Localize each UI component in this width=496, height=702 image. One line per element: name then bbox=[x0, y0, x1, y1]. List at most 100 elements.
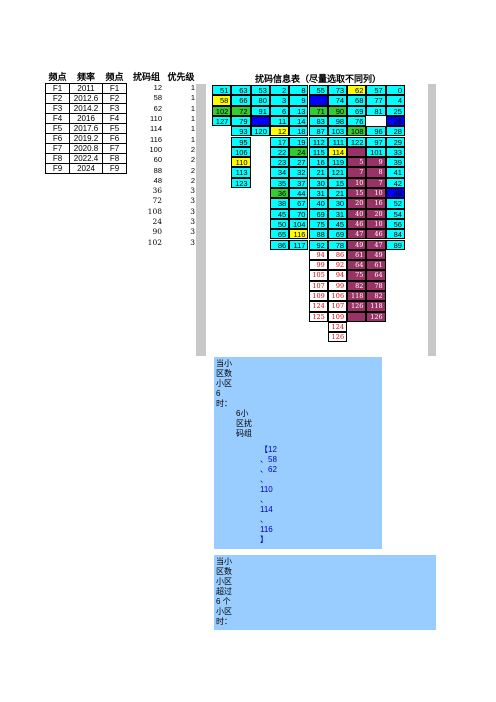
grid-cell: 41 bbox=[385, 167, 405, 178]
grid-cell: 92 bbox=[308, 239, 328, 250]
grid-cell: 9 bbox=[366, 157, 386, 168]
grid-cell: 122 bbox=[347, 136, 367, 147]
grid-cell: 124 bbox=[308, 301, 328, 312]
grid-cell: 96 bbox=[366, 126, 386, 137]
grid-cell: 6 bbox=[269, 105, 290, 116]
priority-value: 3 bbox=[190, 206, 195, 216]
freq-cell: F1 bbox=[45, 83, 70, 94]
grid-cell: 82 bbox=[347, 280, 367, 291]
grid-cell: 78 bbox=[327, 239, 348, 250]
grid-cell: 51 bbox=[212, 85, 232, 96]
grid-cell: 21 bbox=[308, 167, 328, 178]
freq-cell: F3 bbox=[45, 103, 70, 114]
scramble-row: 24 3 bbox=[128, 217, 197, 227]
note1-group-list: 【12 、58 、62、 110、 114、 116】 bbox=[260, 445, 277, 545]
scramble-row: 88 2 bbox=[128, 165, 197, 175]
grid-cell: 115 bbox=[308, 146, 328, 158]
freq-header-frequency: 频率 bbox=[69, 72, 103, 84]
scramble-group-value: 60 bbox=[153, 155, 162, 165]
grid-cell: 108 bbox=[347, 126, 367, 137]
grid-cell: 8 bbox=[289, 85, 309, 96]
note-line: 区数 bbox=[216, 369, 232, 378]
priority-value: 3 bbox=[190, 237, 195, 247]
grid-cell: 13 bbox=[289, 105, 309, 116]
freq-cell: F4 bbox=[45, 113, 70, 124]
grid-cell: 65 bbox=[269, 229, 290, 240]
grid-cell: 121 bbox=[327, 167, 348, 178]
scramble-row: 110 1 bbox=[128, 114, 197, 124]
scramble-row: 48 2 bbox=[128, 176, 197, 186]
grid-cell: 44 bbox=[289, 188, 309, 199]
scramble-row: 72 3 bbox=[128, 196, 197, 206]
grid-cell bbox=[250, 115, 270, 127]
scramble-group-value: 62 bbox=[153, 103, 162, 113]
grid-cell: 17 bbox=[269, 136, 290, 147]
grid-cell: 15 bbox=[347, 188, 367, 199]
grid-cell: 30 bbox=[327, 198, 348, 209]
grid-cell: 8 bbox=[366, 167, 386, 178]
grid-cell: 116 bbox=[289, 229, 309, 240]
grid-cell: 22 bbox=[269, 146, 290, 158]
grid-cell: 23 bbox=[269, 157, 290, 168]
scramble-group-value: 36 bbox=[152, 186, 162, 196]
grid-cell: 24 bbox=[289, 146, 309, 158]
grid-cell: 79 bbox=[231, 115, 251, 127]
scramble-row: 36 3 bbox=[128, 186, 197, 196]
grid-cell: 49 bbox=[347, 239, 367, 250]
grid-cell: 16 bbox=[308, 157, 328, 168]
note-line: 码组 bbox=[236, 429, 252, 438]
grid-cell: 11 bbox=[269, 115, 290, 127]
grid-cell: 98 bbox=[327, 115, 348, 127]
grid-cell: 69 bbox=[308, 208, 328, 219]
grid-cell: 77 bbox=[366, 95, 386, 106]
grid-cell: 106 bbox=[327, 291, 348, 302]
grid-cell: 45 bbox=[269, 208, 290, 219]
grey-separator-left bbox=[196, 84, 206, 356]
freq-cell: F2 bbox=[102, 93, 127, 104]
freq-cell: F6 bbox=[45, 133, 70, 144]
grid-cell: 40 bbox=[347, 208, 367, 219]
priority-value: 1 bbox=[190, 93, 195, 103]
freq-cell: 2016 bbox=[69, 113, 103, 124]
priority-value: 3 bbox=[190, 196, 195, 206]
note-line: 116 bbox=[260, 525, 273, 534]
grid-cell bbox=[347, 146, 367, 158]
grid-cell: 18 bbox=[289, 126, 309, 137]
note-box-1: 当小 区数 小区 6 时： 6小 区扰 码组 【12 、58 、62、 110、 114、 116】 bbox=[214, 357, 382, 549]
grid-cell: 12 bbox=[269, 126, 290, 137]
grid-cell: 109 bbox=[327, 311, 348, 322]
scramble-group-value: 114 bbox=[150, 124, 162, 134]
note-line: 、 bbox=[260, 475, 268, 484]
grid-cell: 124 bbox=[327, 321, 348, 333]
freq-cell: 2019.2 bbox=[69, 133, 103, 144]
freq-row: F7 2020.8 F7 bbox=[45, 143, 127, 154]
grid-cell: 20 bbox=[366, 208, 386, 219]
note-line: 6 bbox=[216, 389, 221, 398]
grid-cell: 52 bbox=[385, 198, 405, 209]
freq-cell: F6 bbox=[102, 133, 127, 144]
grid-cell: 30 bbox=[308, 177, 328, 188]
grid-cell: 31 bbox=[327, 208, 348, 219]
grid-cell: 113 bbox=[231, 167, 251, 178]
grid-cell: 35 bbox=[269, 177, 290, 188]
grey-separator-right bbox=[428, 84, 436, 356]
grid-cell: 55 bbox=[308, 85, 328, 96]
grid-cell: 47 bbox=[347, 229, 367, 240]
grid-cell: 101 bbox=[366, 146, 386, 158]
grid-cell: 126 bbox=[327, 332, 348, 343]
grid-cell: 14 bbox=[289, 115, 309, 127]
grid-cell: 61 bbox=[347, 249, 367, 261]
scramble-row: 102 3 bbox=[128, 237, 197, 247]
grid-cell: 63 bbox=[231, 85, 251, 96]
grid-cell: 109 bbox=[308, 291, 328, 302]
grid-cell: 127 bbox=[212, 115, 232, 127]
freq-cell: F7 bbox=[45, 143, 70, 154]
scramble-group-value: 48 bbox=[153, 175, 162, 185]
info-grid-title: 扰码信息表（尽量选取不同列） bbox=[254, 74, 381, 84]
grid-cell: 34 bbox=[269, 167, 290, 178]
grid-cell: 72 bbox=[231, 105, 251, 116]
freq-cell: 2020.8 bbox=[69, 143, 103, 154]
grid-cell: 89 bbox=[385, 239, 405, 250]
grid-cell: 2 bbox=[269, 85, 290, 96]
freq-cell: F7 bbox=[102, 143, 127, 154]
